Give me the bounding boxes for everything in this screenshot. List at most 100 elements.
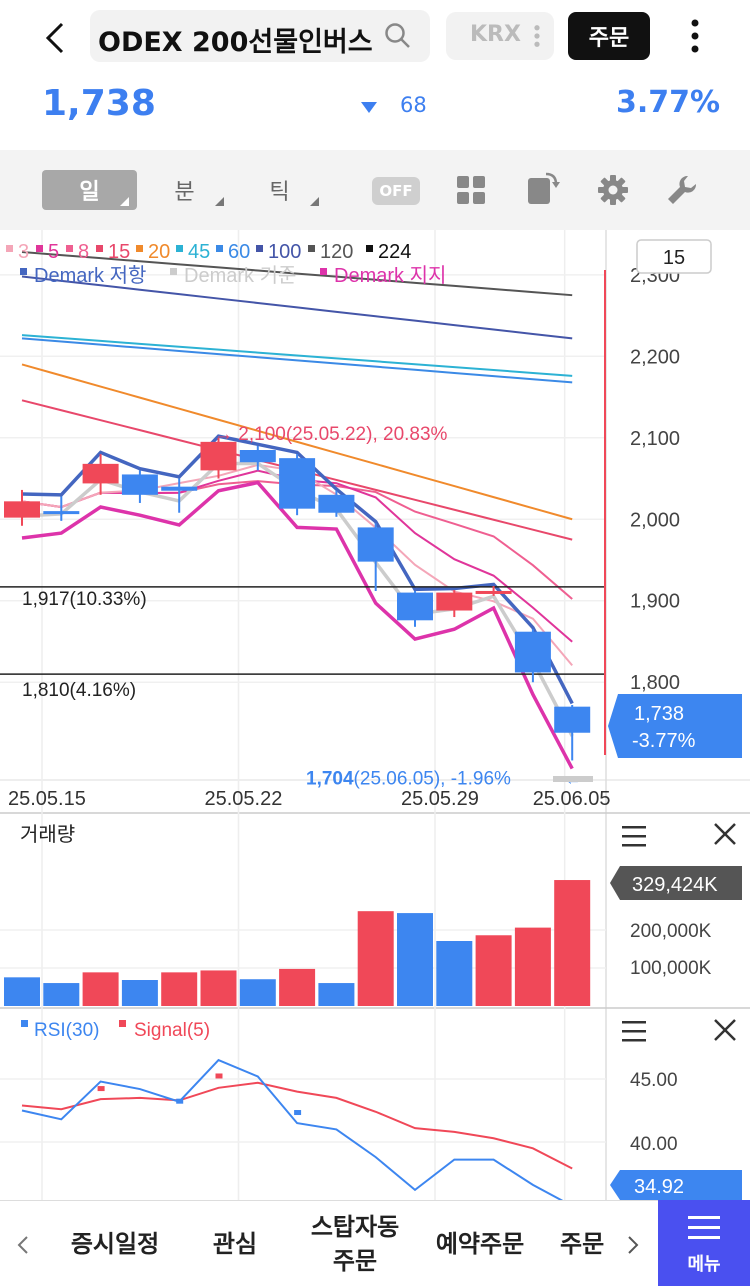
chevron-left-icon (45, 22, 64, 54)
candle-body (4, 501, 40, 518)
grid-icon[interactable] (456, 175, 486, 205)
ma-line-100 (21, 275, 573, 340)
tab-tick[interactable]: 틱 (232, 170, 327, 210)
legend-swatch (6, 245, 13, 252)
legend-item-ma-3: 3 (6, 241, 29, 263)
period-count: 15 (663, 247, 685, 269)
legend-label: 45 (188, 241, 210, 263)
legend-swatch (66, 245, 73, 252)
candle-body (318, 494, 355, 513)
close-icon[interactable] (714, 1019, 736, 1041)
nav-market-schedule[interactable]: 증시일정 (70, 1230, 160, 1258)
legend-label: 3 (18, 241, 29, 263)
legend-item-demark: Demark 지지 (320, 264, 446, 287)
legend-label: Signal(5) (134, 1020, 210, 1041)
y-tick-label: 2,000 (630, 509, 680, 531)
ma-line-20 (21, 363, 573, 521)
candle-body (279, 458, 316, 509)
volume-title: 거래량 (20, 823, 75, 846)
price-change-percent: 3.77% (616, 85, 721, 120)
x-tick-label: 25.05.29 (401, 788, 479, 810)
order-button[interactable]: 주문 (568, 12, 650, 60)
ma-line-60 (21, 337, 573, 384)
corner-marker-icon (120, 197, 129, 206)
demark-line (21, 434, 574, 705)
volume-bar (436, 941, 473, 1006)
candle-body (475, 590, 512, 594)
volume-bar (397, 913, 433, 1006)
y-tick-label: 1,900 (630, 591, 680, 613)
candle-body (357, 527, 394, 562)
volume-bar (200, 970, 237, 1006)
scroll-indicator[interactable] (553, 776, 593, 782)
bottom-nav: 증시일정 관심 스탑자동 주문 예약주문 주문 (0, 1200, 750, 1286)
tab-day[interactable]: 일 (42, 170, 137, 210)
volume-bar (121, 980, 158, 1006)
more-menu-button[interactable] (680, 14, 710, 60)
hamburger-icon[interactable] (622, 826, 646, 847)
legend-swatch (36, 245, 43, 252)
top-bar: ODEX 200선물인버스 KRX 주문 (0, 0, 750, 75)
chevron-left-icon[interactable] (16, 1235, 30, 1255)
rsi-series-line (21, 1081, 573, 1170)
y-tick-label: 2,200 (630, 346, 680, 368)
legend-item-demark: Demark 기준 (170, 264, 296, 287)
hamburger-icon[interactable] (622, 1021, 646, 1042)
volume-bar (554, 880, 591, 1006)
period-selector: 일 분 틱 (42, 170, 328, 210)
signal-marker (176, 1098, 184, 1104)
legend-label: 224 (378, 241, 411, 263)
nav-order[interactable]: 주문 (560, 1230, 605, 1258)
volume-tick: 100,000K (630, 958, 712, 979)
high-annotation: → 2,100(25.05.22), 20.83% (214, 424, 448, 445)
nav-watchlist[interactable]: 관심 (212, 1230, 258, 1258)
volume-bar (4, 977, 40, 1006)
chevron-right-icon[interactable] (626, 1235, 640, 1255)
down-triangle-icon (361, 102, 377, 113)
x-tick-label: 25.06.05 (533, 788, 611, 810)
legend-item-demark: Demark 저항 (20, 264, 146, 287)
volume-bar (318, 983, 355, 1006)
current-price: 1,738 (42, 83, 156, 124)
back-button[interactable] (30, 15, 80, 61)
candle-body (200, 441, 237, 471)
candle-body (397, 592, 433, 621)
volume-bar (239, 979, 276, 1006)
volume-bar (43, 983, 80, 1006)
rsi-tag: 34.92 (634, 1176, 684, 1198)
legend-label: 60 (228, 241, 250, 263)
candle-body (43, 511, 80, 515)
rotate-icon[interactable] (526, 170, 560, 206)
settings-gear-icon[interactable] (597, 174, 629, 206)
hamburger-icon (688, 1216, 720, 1239)
legend-swatch (216, 245, 223, 252)
legend-swatch (20, 268, 27, 275)
candle-body (514, 631, 551, 673)
quote-row: 1,738 68 3.77% (0, 75, 750, 150)
legend-item-ma-45: 45 (176, 241, 210, 263)
legend-item-ma-20: 20 (136, 241, 170, 263)
period-count-box[interactable] (636, 239, 712, 274)
wrench-icon[interactable] (666, 174, 698, 206)
legend-item-ma-224: 224 (366, 241, 411, 263)
menu-button[interactable]: 메뉴 (658, 1200, 750, 1286)
legend-label: Demark 저항 (34, 264, 146, 287)
exchange-selector[interactable]: KRX (446, 12, 554, 60)
legend-swatch (176, 245, 183, 252)
close-icon[interactable] (714, 823, 736, 845)
current-price-tag (618, 694, 742, 758)
nav-stop-auto-order[interactable]: 스탑자동 주문 (310, 1213, 400, 1275)
x-tick-label: 25.05.22 (205, 788, 283, 810)
more-vertical-icon (534, 25, 540, 47)
candle-body (436, 592, 473, 611)
volume-tick: 200,000K (630, 921, 712, 942)
legend-label: 20 (148, 241, 170, 263)
tab-minute[interactable]: 분 (137, 170, 232, 210)
legend-swatch (308, 245, 315, 252)
legend-label: 120 (320, 241, 353, 263)
ma-line-45 (21, 334, 573, 377)
chart-canvas[interactable]: 3 5 8 15 20 45 60 100 120 224 Demark 저항 Demark 기준 De… (0, 230, 750, 1207)
nav-reserved-order[interactable]: 예약주문 (435, 1230, 525, 1258)
search-input[interactable]: ODEX 200선물인버스 (90, 10, 430, 62)
indicator-toggle[interactable]: OFF (372, 177, 420, 205)
